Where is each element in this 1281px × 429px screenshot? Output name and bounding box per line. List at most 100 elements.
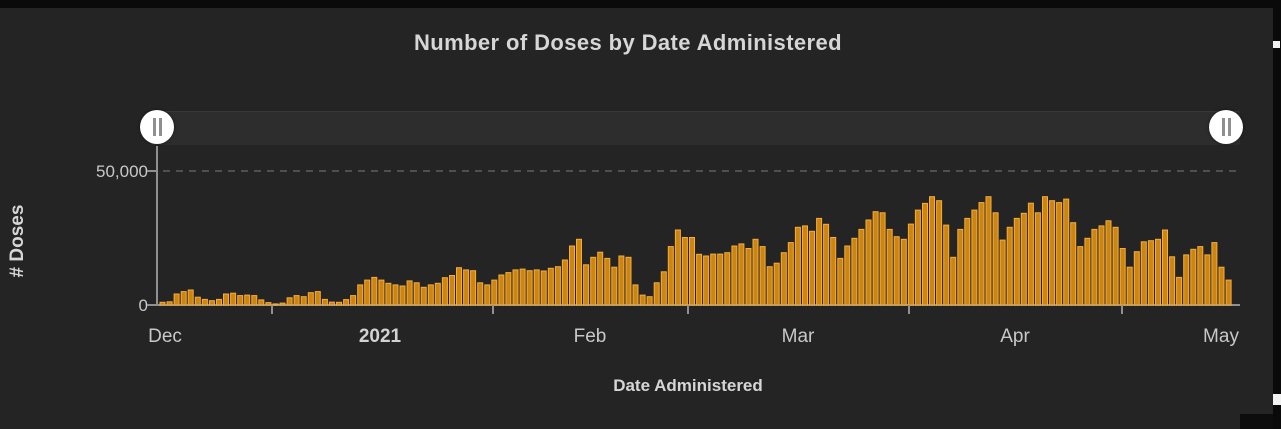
bar[interactable] <box>406 280 413 306</box>
bar[interactable] <box>1098 225 1105 306</box>
bar[interactable] <box>696 253 703 306</box>
bar[interactable] <box>554 266 561 306</box>
bar[interactable] <box>1042 196 1048 306</box>
bar[interactable] <box>1155 238 1161 306</box>
bar[interactable] <box>441 277 448 306</box>
bar[interactable] <box>787 242 794 306</box>
bar[interactable] <box>703 255 710 306</box>
bar[interactable] <box>223 293 229 306</box>
bar[interactable] <box>187 289 194 306</box>
bar[interactable] <box>893 236 900 306</box>
bar[interactable] <box>477 282 484 306</box>
bar[interactable] <box>667 246 674 306</box>
bar[interactable] <box>1070 222 1077 306</box>
bar[interactable] <box>533 269 540 306</box>
bar[interactable] <box>745 248 752 306</box>
bar[interactable] <box>985 196 992 306</box>
bar[interactable] <box>328 301 335 306</box>
bar[interactable] <box>434 282 441 306</box>
bar[interactable] <box>1126 266 1133 306</box>
bar[interactable] <box>547 267 554 306</box>
bar[interactable] <box>314 291 321 306</box>
bar[interactable] <box>364 279 371 306</box>
bar[interactable] <box>646 296 653 306</box>
bar[interactable] <box>611 266 618 306</box>
bar[interactable] <box>399 285 406 306</box>
bar[interactable] <box>830 237 837 306</box>
bar[interactable] <box>604 257 611 306</box>
bar[interactable] <box>456 267 462 306</box>
bar[interactable] <box>858 228 865 306</box>
bar[interactable] <box>449 275 455 306</box>
bar[interactable] <box>561 259 568 306</box>
bar[interactable] <box>512 269 519 306</box>
bar[interactable] <box>681 237 688 306</box>
bar[interactable] <box>802 225 808 306</box>
time-slider-track[interactable] <box>150 111 1240 145</box>
bar[interactable] <box>526 270 533 306</box>
bar[interactable] <box>265 302 272 306</box>
bar[interactable] <box>1169 256 1176 306</box>
bar[interactable] <box>809 230 815 306</box>
bar[interactable] <box>392 284 399 306</box>
bar[interactable] <box>279 302 286 306</box>
bar[interactable] <box>159 301 166 306</box>
bar[interactable] <box>484 284 491 306</box>
bar[interactable] <box>1049 200 1056 306</box>
bar[interactable] <box>1056 202 1063 306</box>
bar[interactable] <box>964 217 971 306</box>
bar[interactable] <box>357 284 364 306</box>
bar[interactable] <box>1183 254 1190 306</box>
bar[interactable] <box>674 229 681 306</box>
bar[interactable] <box>321 298 328 306</box>
bar[interactable] <box>794 226 801 306</box>
bar[interactable] <box>731 245 738 306</box>
bar[interactable] <box>208 300 215 306</box>
bar[interactable] <box>307 292 314 306</box>
bar[interactable] <box>766 266 773 306</box>
bar[interactable] <box>1013 217 1020 306</box>
bar[interactable] <box>837 257 844 306</box>
bar[interactable] <box>216 298 222 306</box>
bar[interactable] <box>336 301 342 306</box>
bar[interactable] <box>625 256 632 306</box>
bar[interactable] <box>350 295 357 306</box>
bar[interactable] <box>286 297 293 306</box>
bar[interactable] <box>780 252 787 306</box>
bar[interactable] <box>851 237 858 306</box>
bar[interactable] <box>936 200 943 306</box>
bar[interactable] <box>463 269 470 306</box>
bar[interactable] <box>653 282 660 306</box>
bar[interactable] <box>293 295 300 306</box>
bar[interactable] <box>992 212 999 306</box>
bar[interactable] <box>999 239 1006 306</box>
bar[interactable] <box>385 282 392 306</box>
bar[interactable] <box>773 262 780 306</box>
bar[interactable] <box>710 253 717 306</box>
bar[interactable] <box>420 286 427 306</box>
bar[interactable] <box>1218 266 1225 306</box>
bar[interactable] <box>378 279 385 306</box>
bar[interactable] <box>922 202 928 306</box>
bar[interactable] <box>1091 228 1098 306</box>
bar[interactable] <box>244 294 251 306</box>
bar[interactable] <box>1063 198 1070 306</box>
bar[interactable] <box>300 296 307 306</box>
bar[interactable] <box>971 209 978 306</box>
bar[interactable] <box>1225 279 1232 306</box>
bar[interactable] <box>427 284 434 306</box>
bar[interactable] <box>1190 248 1197 306</box>
bar[interactable] <box>1211 242 1218 306</box>
bar[interactable] <box>717 253 724 306</box>
bar[interactable] <box>251 295 258 306</box>
bar[interactable] <box>724 252 731 306</box>
bar[interactable] <box>173 293 180 306</box>
bar[interactable] <box>738 243 745 306</box>
scrollbar-thumb[interactable] <box>1273 394 1281 405</box>
bar[interactable] <box>752 238 759 306</box>
bar[interactable] <box>237 295 244 306</box>
bar[interactable] <box>872 211 879 306</box>
bar[interactable] <box>413 282 420 306</box>
bar[interactable] <box>230 292 237 306</box>
bar[interactable] <box>576 238 582 306</box>
